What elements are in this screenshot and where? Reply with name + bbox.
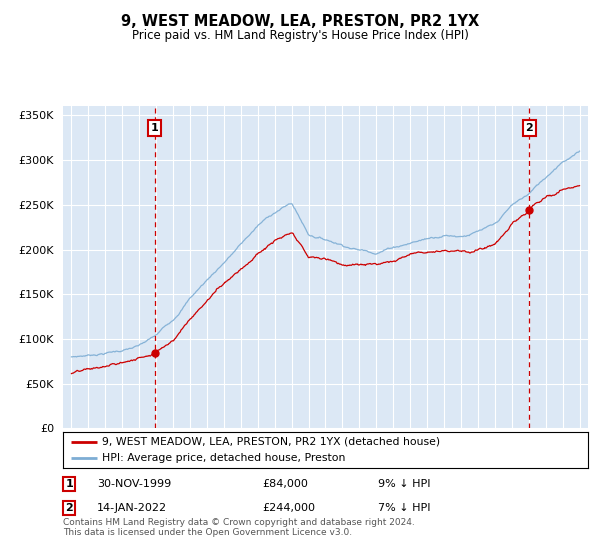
Text: Price paid vs. HM Land Registry's House Price Index (HPI): Price paid vs. HM Land Registry's House … bbox=[131, 29, 469, 42]
Text: 14-JAN-2022: 14-JAN-2022 bbox=[97, 503, 167, 513]
Text: 9, WEST MEADOW, LEA, PRESTON, PR2 1YX (detached house): 9, WEST MEADOW, LEA, PRESTON, PR2 1YX (d… bbox=[103, 437, 440, 447]
Text: 1: 1 bbox=[151, 123, 158, 133]
Text: 1: 1 bbox=[65, 479, 73, 489]
Text: 7% ↓ HPI: 7% ↓ HPI bbox=[378, 503, 431, 513]
Text: 9% ↓ HPI: 9% ↓ HPI bbox=[378, 479, 431, 489]
Text: 9, WEST MEADOW, LEA, PRESTON, PR2 1YX: 9, WEST MEADOW, LEA, PRESTON, PR2 1YX bbox=[121, 14, 479, 29]
Text: £84,000: £84,000 bbox=[263, 479, 308, 489]
Text: HPI: Average price, detached house, Preston: HPI: Average price, detached house, Pres… bbox=[103, 453, 346, 463]
Text: 30-NOV-1999: 30-NOV-1999 bbox=[97, 479, 172, 489]
Text: Contains HM Land Registry data © Crown copyright and database right 2024.
This d: Contains HM Land Registry data © Crown c… bbox=[63, 517, 415, 537]
Text: £244,000: £244,000 bbox=[263, 503, 316, 513]
Text: 2: 2 bbox=[65, 503, 73, 513]
Text: 2: 2 bbox=[526, 123, 533, 133]
